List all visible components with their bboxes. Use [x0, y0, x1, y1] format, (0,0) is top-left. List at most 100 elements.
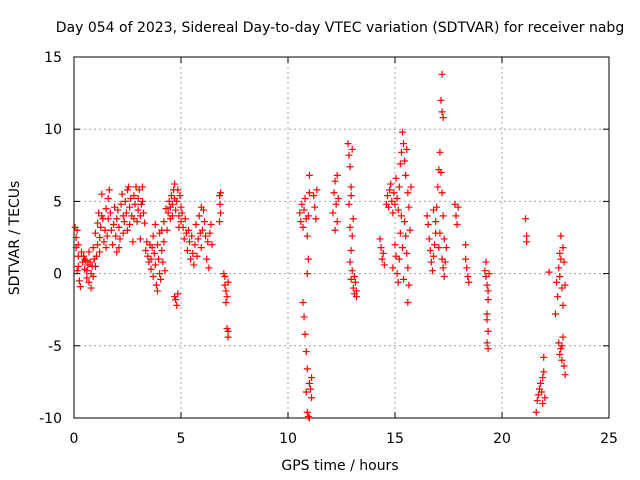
data-point	[158, 246, 166, 254]
data-point	[555, 264, 563, 272]
data-points	[71, 70, 569, 422]
data-point	[151, 221, 159, 229]
data-point	[392, 174, 400, 182]
data-point	[118, 190, 126, 198]
data-point	[559, 301, 567, 309]
y-tick-label: 15	[44, 50, 62, 66]
data-point	[396, 229, 404, 237]
data-point	[168, 200, 176, 208]
data-point	[385, 203, 393, 211]
data-point	[114, 206, 122, 214]
data-point	[191, 241, 199, 249]
data-point	[331, 226, 339, 234]
data-point	[301, 195, 309, 203]
data-point	[131, 200, 139, 208]
data-point	[311, 203, 319, 211]
data-point	[463, 264, 471, 272]
data-point	[454, 203, 462, 211]
data-point	[174, 290, 182, 298]
data-point	[435, 244, 443, 252]
data-point	[345, 151, 353, 159]
data-point	[462, 255, 470, 263]
data-point	[348, 145, 356, 153]
data-point	[147, 255, 155, 263]
data-point	[557, 232, 565, 240]
data-point	[400, 275, 408, 283]
data-point	[187, 255, 195, 263]
data-point	[331, 177, 339, 185]
data-point	[104, 215, 112, 223]
data-point	[532, 408, 540, 416]
data-point	[162, 205, 170, 213]
data-point	[83, 274, 91, 282]
data-point	[346, 223, 354, 231]
data-point	[302, 388, 310, 396]
data-point	[452, 212, 460, 220]
x-tick-label: 5	[177, 431, 186, 447]
y-tick-label: -10	[39, 411, 62, 427]
data-point	[552, 310, 559, 318]
data-point	[85, 248, 93, 256]
data-point	[105, 186, 113, 194]
data-point	[130, 192, 138, 200]
data-point	[402, 232, 410, 240]
data-point	[398, 244, 406, 252]
data-point	[129, 238, 137, 246]
data-point	[378, 255, 386, 263]
data-point	[482, 258, 490, 266]
data-point	[533, 397, 541, 405]
data-point	[133, 218, 141, 226]
data-point	[141, 219, 149, 227]
data-point	[347, 192, 355, 200]
data-point	[73, 226, 81, 234]
data-point	[556, 350, 564, 358]
data-point	[393, 195, 401, 203]
data-point	[407, 183, 415, 191]
data-point	[386, 186, 394, 194]
data-point	[126, 203, 134, 211]
data-point	[297, 218, 305, 226]
data-point	[430, 206, 438, 214]
axis-ticks: 0 5 10 15 20 25 -10 -5 0 5 10 15	[39, 50, 618, 447]
data-point	[151, 261, 159, 269]
data-point	[438, 189, 446, 197]
y-tick-label: 5	[53, 194, 62, 210]
data-point	[305, 189, 313, 197]
data-point	[402, 171, 410, 179]
data-point	[74, 262, 82, 270]
data-point	[330, 189, 338, 197]
data-point	[153, 241, 161, 249]
data-point	[556, 249, 564, 257]
data-point	[334, 195, 342, 203]
data-point	[171, 180, 179, 188]
data-point	[390, 189, 398, 197]
data-point	[428, 267, 436, 275]
data-point	[194, 235, 202, 243]
grid-lines	[74, 57, 609, 418]
y-tick-label: -5	[48, 339, 62, 355]
data-point	[347, 246, 355, 254]
data-point	[180, 235, 188, 243]
data-point	[148, 244, 156, 252]
data-point	[483, 316, 491, 324]
data-point	[561, 281, 569, 289]
data-point	[96, 248, 104, 256]
data-point	[538, 388, 546, 396]
data-point	[376, 235, 384, 243]
data-point	[425, 235, 433, 243]
data-point	[102, 205, 110, 213]
data-point	[192, 221, 200, 229]
x-axis-label: GPS time / hours	[281, 458, 398, 474]
data-point	[112, 232, 120, 240]
data-point	[306, 385, 314, 393]
data-point	[308, 394, 316, 402]
data-point	[545, 268, 553, 276]
data-point	[424, 221, 432, 229]
data-point	[389, 264, 397, 272]
data-point	[195, 212, 203, 220]
data-point	[350, 272, 358, 280]
data-point	[222, 298, 230, 306]
data-point	[380, 261, 388, 269]
data-point	[539, 374, 547, 382]
data-point	[122, 209, 130, 217]
